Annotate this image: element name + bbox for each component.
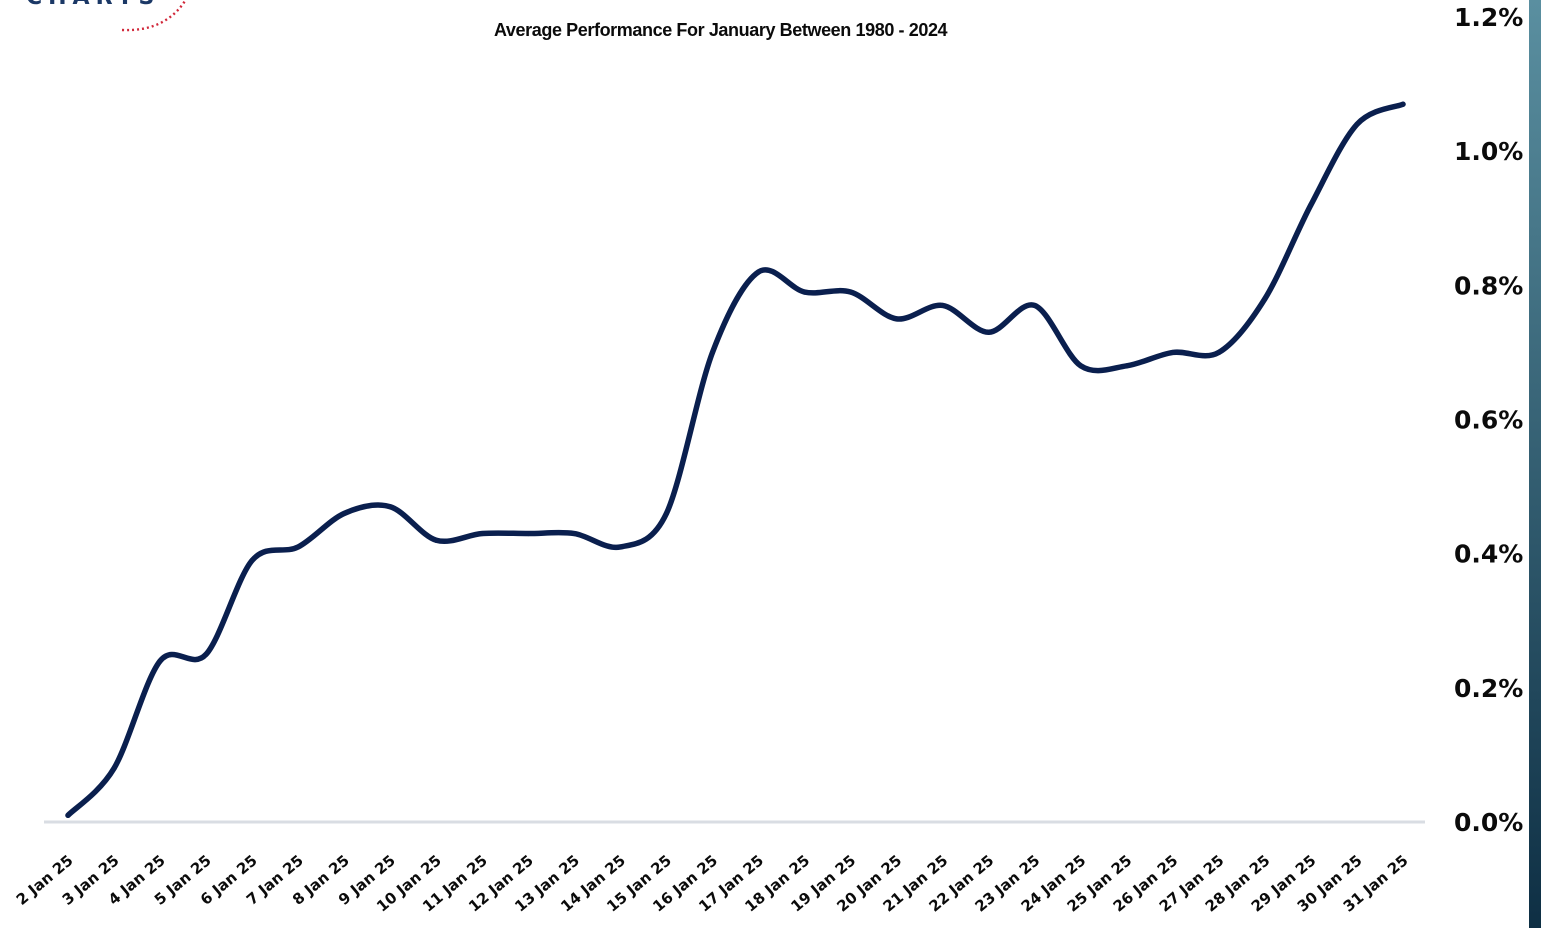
brand-logo: CHARTS <box>26 0 187 32</box>
y-tick-label: 0.0% <box>1454 808 1523 837</box>
data-point <box>847 289 854 295</box>
y-tick-label: 1.2% <box>1454 3 1523 32</box>
logo-dotted-arc <box>121 0 187 32</box>
data-point <box>295 544 301 550</box>
data-point <box>894 316 900 322</box>
brand-logo-text: CHARTS <box>26 0 160 10</box>
data-point <box>986 329 992 335</box>
data-point <box>571 530 577 537</box>
series-line <box>65 101 1406 819</box>
y-tick-label: 0.8% <box>1454 271 1523 300</box>
data-point <box>1262 296 1268 302</box>
data-point <box>341 510 347 517</box>
data-point <box>755 269 762 275</box>
x-axis-ticks: 2 Jan 253 Jan 254 Jan 255 Jan 256 Jan 25… <box>13 851 1412 915</box>
data-point <box>663 510 670 517</box>
data-point <box>1216 349 1222 356</box>
data-point <box>387 504 393 510</box>
data-point <box>617 544 624 550</box>
right-edge-strip <box>1529 0 1541 928</box>
line-layer <box>65 101 1406 819</box>
data-point <box>479 530 485 537</box>
data-point <box>1124 363 1130 369</box>
data-point <box>940 302 946 309</box>
y-tick-label: 0.4% <box>1454 540 1523 569</box>
data-point <box>203 651 209 657</box>
y-tick-label: 0.2% <box>1454 674 1523 703</box>
data-point <box>1354 121 1360 127</box>
y-axis-ticks: 0.0% 0.2% 0.4% 0.6% 0.8% 1.0% 1.2% <box>1454 3 1523 837</box>
data-point <box>1078 363 1084 369</box>
y-tick-label: 1.0% <box>1454 137 1523 166</box>
data-point <box>111 765 117 771</box>
data-point <box>433 537 439 543</box>
y-tick-label: 0.6% <box>1454 406 1523 435</box>
data-point <box>1400 101 1406 107</box>
data-point <box>249 557 255 563</box>
data-point <box>525 530 531 537</box>
data-point <box>1308 202 1314 208</box>
data-point <box>1170 349 1176 356</box>
data-point <box>1032 302 1038 309</box>
data-point <box>801 289 808 295</box>
chart-title: Average Performance For January Between … <box>494 20 948 40</box>
data-point <box>709 349 716 356</box>
data-point <box>65 812 71 818</box>
data-point <box>157 658 163 664</box>
